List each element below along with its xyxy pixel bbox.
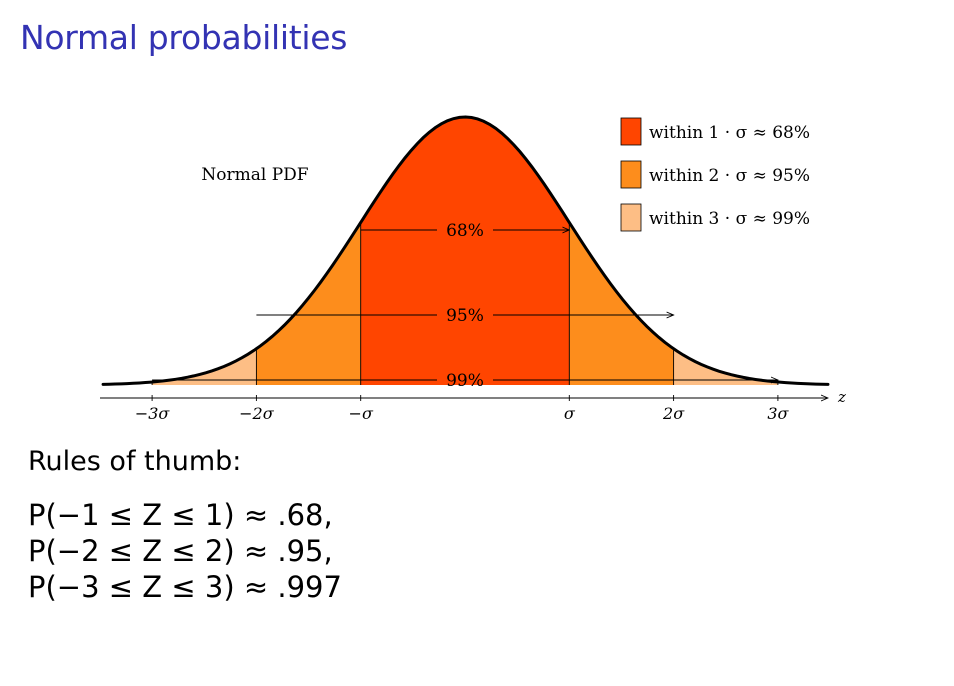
rule-3: P(−3 ≤ Z ≤ 3) ≈ .997 bbox=[28, 570, 342, 604]
chart-legend: within 1 · σ ≈ 68% within 2 · σ ≈ 95% with… bbox=[620, 117, 810, 232]
x-tick-label: −2σ bbox=[239, 404, 275, 423]
x-axis: z −3σ −2σ −σ σ 2σ 3σ bbox=[100, 388, 846, 423]
interval-arrows: 68% 95% 99% bbox=[152, 221, 778, 391]
x-tick-label: −3σ bbox=[135, 404, 171, 423]
legend-swatch bbox=[620, 160, 642, 189]
band-label: 68% bbox=[446, 221, 484, 241]
x-tick-label: −σ bbox=[349, 404, 374, 423]
slide-title: Normal probabilities bbox=[20, 18, 348, 57]
legend-swatch bbox=[620, 117, 642, 146]
band-label: 95% bbox=[446, 306, 484, 326]
normal-pdf-chart: 68% 95% 99% z −3σ −2σ −σ σ 2σ 3σ Normal PDF with… bbox=[100, 115, 846, 423]
rules-heading: Rules of thumb: bbox=[28, 446, 242, 477]
x-tick-label: σ bbox=[564, 404, 576, 423]
x-axis-label: z bbox=[837, 388, 846, 406]
pdf-curve-layer bbox=[101, 115, 830, 386]
band-label: 99% bbox=[446, 371, 484, 391]
legend-label: within 3 · σ ≈ 99% bbox=[649, 209, 810, 229]
x-tick-label: 3σ bbox=[767, 404, 789, 423]
chart-title: Normal PDF bbox=[201, 165, 308, 185]
legend-label: within 2 · σ ≈ 95% bbox=[649, 166, 810, 186]
x-tick-label: 2σ bbox=[662, 404, 685, 423]
pdf-curve bbox=[101, 115, 830, 386]
rule-2: P(−2 ≤ Z ≤ 2) ≈ .95, bbox=[28, 534, 333, 568]
legend-label: within 1 · σ ≈ 68% bbox=[649, 123, 810, 143]
rule-1: P(−1 ≤ Z ≤ 1) ≈ .68, bbox=[28, 498, 333, 532]
rules-list: P(−1 ≤ Z ≤ 1) ≈ .68, P(−2 ≤ Z ≤ 2) ≈ .95… bbox=[28, 497, 342, 605]
legend-swatch bbox=[620, 203, 642, 232]
probability-bands bbox=[151, 117, 779, 385]
band-68pct bbox=[360, 117, 570, 385]
